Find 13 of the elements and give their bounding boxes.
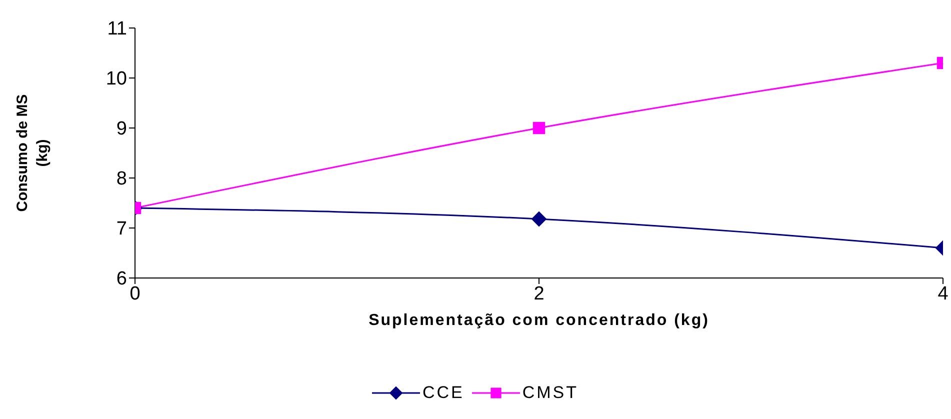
y-tick-label: 6 — [116, 268, 127, 290]
legend-label: CMST — [522, 383, 579, 403]
x-axis-title: Suplementação com concentrado (kg) — [368, 312, 710, 329]
x-tick-label: 0 — [130, 283, 140, 304]
legend-label: CCE — [422, 383, 464, 403]
y-axis-title: Consumo de MS (kg) — [14, 94, 51, 212]
y-tick-label: 8 — [116, 168, 127, 190]
x-tick-label: 4 — [938, 283, 949, 304]
y-tick-label: 11 — [107, 18, 127, 40]
y-tick-label: 10 — [106, 68, 127, 90]
y-tick-label: 7 — [116, 218, 127, 240]
x-tick-label: 2 — [534, 283, 544, 304]
y-tick-label: 9 — [116, 118, 127, 140]
